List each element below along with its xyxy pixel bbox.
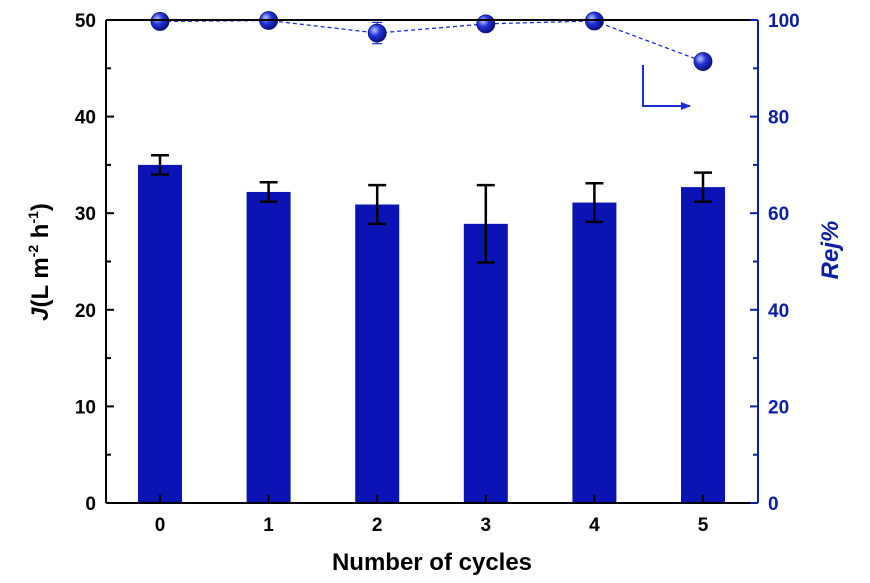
x-axis-title: Number of cycles: [332, 549, 532, 576]
y-axis-title: J(L m-2 h-1): [25, 203, 54, 321]
right-y-tick-label-0: 0: [768, 494, 779, 515]
flux-bar-2: [355, 204, 400, 504]
rejection-series-line: [159, 19, 704, 63]
right-y-tick-label-20: 20: [768, 397, 789, 418]
x-tick-label-2: 2: [372, 515, 383, 536]
left-y-ticks: 0 10 20 30 40 50: [75, 11, 114, 515]
rejection-marker-0: [150, 12, 170, 31]
flux-bar-5: [681, 187, 725, 504]
x-tick-label-5: 5: [698, 515, 709, 536]
x-tick-label-0: 0: [155, 515, 166, 536]
flux-error-bars: [151, 153, 712, 264]
y-axis-title-open: (L m: [27, 257, 54, 307]
right-y-tick-label-60: 60: [768, 204, 789, 225]
y-axis-title-mid: h: [27, 224, 54, 245]
left-y-tick-label-20: 20: [75, 301, 96, 322]
rejection-marker-5: [693, 52, 713, 71]
left-y-tick-label-30: 30: [75, 204, 96, 225]
flux-bar-3: [463, 223, 508, 504]
flux-bar-1: [246, 191, 291, 503]
flux-bar-0: [138, 164, 182, 503]
left-y-tick-label-0: 0: [85, 494, 96, 515]
x-ticks: 0 1 2 3 4 5: [155, 495, 709, 536]
y-axis-title-sup2: -1: [25, 211, 41, 224]
x-tick-label-1: 1: [263, 515, 274, 536]
left-y-tick-label-10: 10: [75, 397, 96, 418]
left-y-tick-label-50: 50: [75, 11, 96, 32]
right-y-tick-label-80: 80: [768, 108, 789, 129]
flux-bars: [138, 164, 725, 504]
flux-bar-4: [572, 202, 617, 503]
right-y-ticks: 0 20 40 60 80 100: [750, 11, 800, 515]
rejection-marker-2: [367, 23, 387, 43]
y2-axis-title: Rej%: [817, 221, 844, 280]
x-tick-label-3: 3: [481, 515, 492, 536]
right-y-tick-label-100: 100: [768, 11, 800, 32]
left-y-tick-label-40: 40: [75, 108, 96, 129]
y-axis-title-sup1: -2: [25, 245, 41, 258]
right-y-tick-label-40: 40: [768, 301, 789, 322]
y-axis-title-symbol: J: [27, 307, 54, 321]
x-tick-label-4: 4: [589, 515, 600, 536]
rejection-line: [159, 19, 704, 63]
y-axis-title-close: ): [27, 203, 54, 211]
right-axis-indicator-arrow: [642, 65, 691, 110]
rejection-marker-3: [476, 14, 496, 34]
